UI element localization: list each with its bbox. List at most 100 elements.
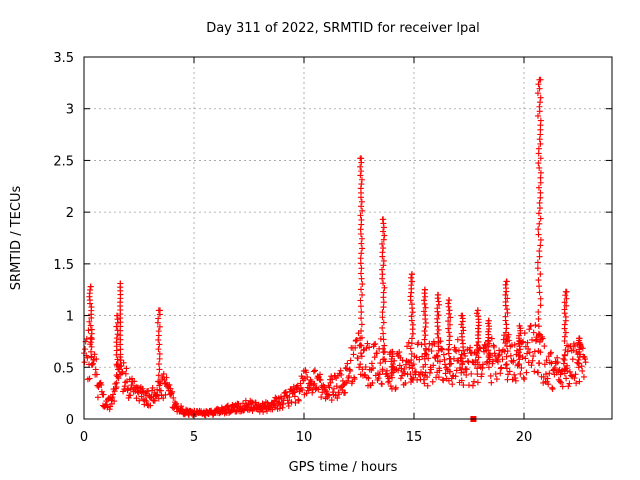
data-point [117,351,124,358]
data-point [570,347,577,354]
data-point [504,338,511,345]
data-point [420,308,427,315]
data-point [562,288,569,295]
data-point [526,349,533,356]
y-tick-label: 0 [66,413,74,428]
data-point [428,347,435,354]
data-point [537,140,544,147]
data-point [458,330,465,337]
data-point [409,321,416,328]
data-point [224,402,231,409]
data-point [358,250,365,257]
data-point [408,313,415,320]
data-point [371,354,378,361]
data-point [377,335,384,342]
data-point [534,90,541,97]
data-point [351,376,358,383]
data-point [558,379,565,386]
data-point [430,362,437,369]
data-point [525,359,532,366]
data-point [311,367,318,374]
data-point [560,360,567,367]
data-point [534,112,541,119]
data-point [379,240,386,247]
data-point [503,361,510,368]
data-point [516,356,523,363]
data-point [537,94,544,101]
data-point [534,265,541,272]
data-point [535,277,542,284]
data-point [83,335,90,342]
data-point [291,389,298,396]
data-point [449,381,456,388]
data-point [91,351,98,358]
data-point [358,240,365,247]
data-point [123,365,130,372]
data-point [562,313,569,320]
data-point [537,271,544,278]
data-point [389,366,396,373]
data-point [564,342,571,349]
data-point [357,297,364,304]
data-point [380,228,387,235]
data-point [429,378,436,385]
data-point [110,391,117,398]
data-point [276,405,283,412]
data-point [535,360,542,367]
data-point [474,359,481,366]
data-point [422,361,429,368]
data-point [170,394,177,401]
data-point [525,345,532,352]
data-point [358,315,365,322]
data-point [459,324,466,331]
data-point [321,384,328,391]
data-point [518,364,525,371]
data-point [434,358,441,365]
data-point [485,364,492,371]
data-point [527,322,534,329]
data-point [358,216,365,223]
data-point [338,371,345,378]
data-point [515,340,522,347]
y-tick-label: 0.5 [53,361,74,376]
data-point [557,371,564,378]
data-point [380,280,387,287]
data-point [554,354,561,361]
data-point [357,342,364,349]
data-point [457,354,464,361]
data-point [486,350,493,357]
data-point [576,335,582,342]
data-point [354,355,361,362]
data-point [155,315,162,322]
data-point [502,361,509,368]
data-point [139,385,146,392]
data-point [504,295,511,302]
data-point [359,291,366,298]
data-point [561,370,568,377]
data-point [522,355,529,362]
data-point [486,340,493,347]
data-point [306,385,313,392]
data-point [495,352,502,359]
data-point [435,312,442,319]
data-point [279,404,286,411]
data-point [562,347,569,353]
data-point [421,336,428,343]
data-point [342,365,349,372]
data-point [551,364,558,371]
data-point [86,318,93,325]
data-point [402,380,409,387]
data-point [412,368,419,375]
data-point [389,348,395,355]
data-point [224,403,231,410]
data-point [420,376,427,383]
data-point [503,278,510,285]
data-point [380,330,387,337]
data-point [151,397,158,404]
data-point [458,369,465,376]
data-point [458,377,465,384]
data-point [422,319,429,326]
data-point [517,346,524,353]
data-point [545,381,552,388]
data-point [342,389,349,396]
